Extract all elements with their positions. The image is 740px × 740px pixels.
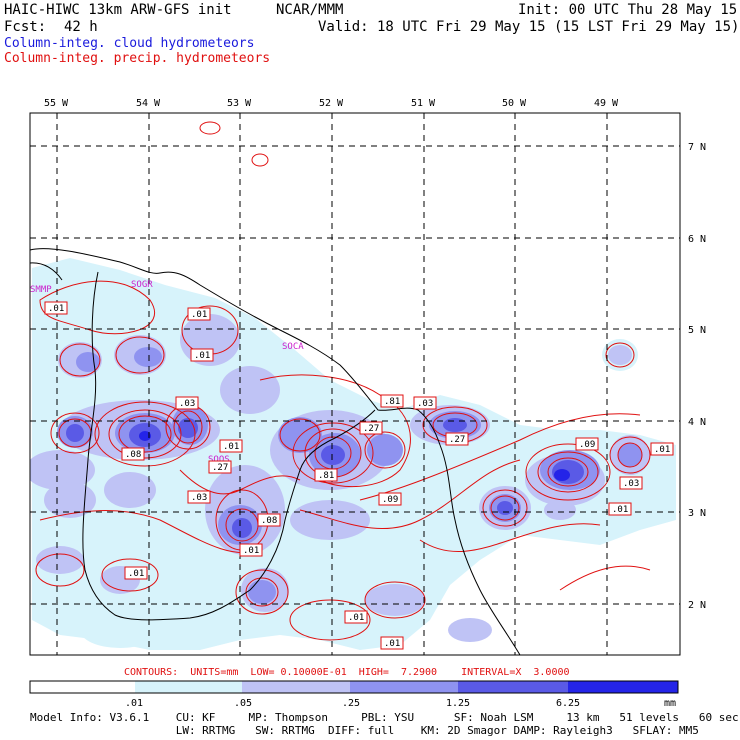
contour-label: .81 (318, 471, 334, 481)
contours-info: CONTOURS: UNITS=mm LOW= 0.10000E-01 HIGH… (124, 667, 570, 678)
init-time: Init: 00 UTC Thu 28 May 15 (518, 2, 738, 18)
valid-time: Valid: 18 UTC Fri 29 May 15 (15 LST Fri … (318, 19, 740, 35)
contour-label: .08 (261, 516, 277, 526)
org-label: NCAR/MMM (276, 2, 344, 18)
lat-label: 6 N (688, 234, 706, 245)
colorbar (29, 680, 679, 694)
lon-label: 52 W (319, 98, 344, 109)
lat-label: 5 N (688, 325, 706, 336)
contour-label: .01 (243, 546, 259, 556)
station-label: SOOS (208, 455, 230, 465)
contour-label: .27 (363, 424, 379, 434)
colorbar-labels: .01 .05 .25 1.25 6.25 mm (125, 698, 676, 709)
legend-cloud: Column-integ. cloud hydrometeors (4, 36, 255, 51)
station-label: SOGR (131, 280, 153, 290)
lon-labels: 55 W 54 W 53 W 52 W 51 W 50 W 49 W (44, 98, 619, 109)
lon-label: 51 W (411, 98, 436, 109)
contour-label: .27 (212, 463, 228, 473)
lon-label: 55 W (44, 98, 69, 109)
contour-label: .09 (579, 440, 595, 450)
colorbar-label: .05 (234, 698, 252, 709)
colorbar-label: .25 (342, 698, 360, 709)
contour-label: .01 (654, 445, 670, 455)
contour-label: .09 (382, 495, 398, 505)
contour-label: .01 (384, 639, 400, 649)
lat-label: 7 N (688, 142, 706, 153)
lat-label: 2 N (688, 600, 706, 611)
contour-label: .01 (191, 310, 207, 320)
colorbar-label: 1.25 (446, 698, 470, 709)
map-frame (29, 112, 681, 656)
contour-label: .03 (179, 399, 195, 409)
colorbar-label: 6.25 (556, 698, 580, 709)
contour-label: .03 (191, 493, 207, 503)
contour-label: .01 (223, 442, 239, 452)
contour-label: .01 (348, 613, 364, 623)
lat-label: 3 N (688, 508, 706, 519)
graticule (30, 113, 680, 655)
model-info-line2: LW: RRTMG SW: RRTMG DIFF: full KM: 2D Sm… (30, 724, 699, 737)
station-label: SMMP (30, 285, 52, 295)
legend-precip: Column-integ. precip. hydrometeors (4, 51, 271, 66)
contour-label: .27 (449, 435, 465, 445)
contour-label: .08 (125, 450, 141, 460)
coastline (29, 248, 521, 656)
colorbar-label: .01 (125, 698, 143, 709)
lon-label: 53 W (227, 98, 252, 109)
fcst-value: 42 h (64, 19, 98, 35)
contour-label: .03 (417, 399, 433, 409)
contour-label: .03 (623, 479, 639, 489)
model-title: HAIC-HIWC 13km ARW-GFS init (4, 2, 232, 18)
precip-contours (35, 121, 651, 641)
stations: SMMP SOGR SOCA SOOS (30, 280, 304, 465)
lon-label: 50 W (502, 98, 527, 109)
lon-label: 49 W (594, 98, 619, 109)
contour-label: .81 (384, 397, 400, 407)
lat-labels: 7 N 6 N 5 N 4 N 3 N 2 N (688, 142, 706, 611)
model-info-line1: Model Info: V3.6.1 CU: KF MP: Thompson P… (30, 711, 739, 724)
contour-label: .01 (128, 569, 144, 579)
colorbar-label: mm (664, 698, 676, 709)
station-label: SOCA (282, 342, 304, 352)
contour-label: .01 (612, 505, 628, 515)
lat-label: 4 N (688, 417, 706, 428)
contour-label: .01 (194, 351, 210, 361)
contour-labels: .01 .01 .01 .03 .08 .01 .27 .03 .08 .01 … (44, 301, 674, 650)
lon-label: 54 W (136, 98, 161, 109)
contour-label: .01 (48, 304, 64, 314)
fcst-label: Fcst: (4, 19, 47, 35)
